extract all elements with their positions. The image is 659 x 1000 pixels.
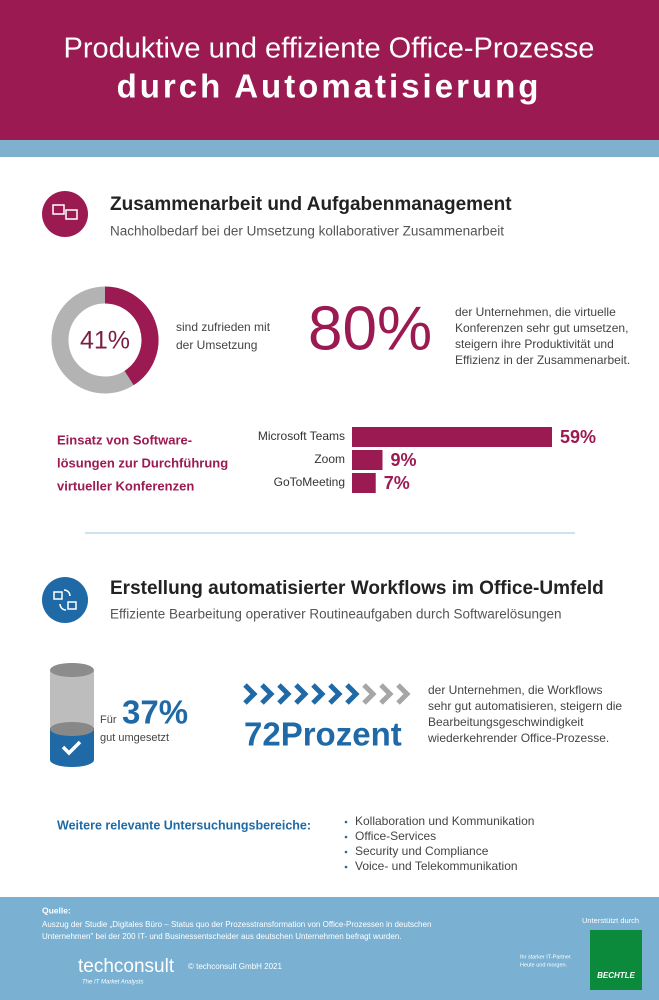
donut-label: 41% [80, 327, 130, 355]
further-item: Office-Services [355, 829, 436, 843]
chevron [328, 683, 343, 705]
source-line: Unternehmen" bei der 200 IT- und Busines… [42, 932, 402, 941]
check [61, 740, 82, 756]
logo: techconsult [78, 956, 175, 977]
bullet [344, 820, 348, 824]
bar [352, 450, 383, 470]
arrows [243, 683, 411, 705]
partner-logo [590, 930, 642, 990]
header-band [0, 0, 659, 140]
source-line: Auszug der Studie „Digitales Büro – Stat… [42, 920, 431, 929]
section-subtitle: Nachholbedarf bei der Umsetzung kollabor… [110, 224, 504, 239]
section1-icon [42, 191, 88, 237]
cylinder-level [50, 722, 94, 736]
chevron [260, 683, 275, 705]
bar-value: 9% [391, 450, 417, 470]
icon-shape [53, 589, 77, 611]
title-line2: durch Automatisierung [117, 68, 542, 105]
caption: Bearbeitungsgeschwindigkeit [428, 715, 584, 729]
title-line1: Produktive und effiziente Office-Prozess… [64, 33, 595, 65]
caption: Konferenzen sehr gut umsetzen, [455, 321, 628, 335]
donut-arc [104, 286, 159, 386]
chevron [345, 683, 360, 705]
caption-block: der Unternehmen, die virtuelle Konferenze… [455, 305, 630, 367]
bar-label: Microsoft Teams [258, 429, 345, 443]
further-list: Kollaboration und KommunikationOffice-Se… [344, 814, 534, 873]
further-item: Kollaboration und Kommunikation [355, 814, 534, 828]
bar-value: 59% [560, 427, 596, 447]
caption: sehr gut automatisieren, steigern die [428, 699, 622, 713]
partner-tagline: Ihr starker IT-Partner. [520, 954, 572, 960]
caption: sind zufrieden mit [176, 320, 271, 334]
chevron [396, 683, 411, 705]
caption: der Unternehmen, die virtuelle [455, 305, 616, 319]
section-title: Erstellung automatisierter Workflows im … [110, 578, 604, 599]
header-stripe [0, 140, 659, 157]
cylinder-bottom [50, 753, 94, 767]
section-title: Zusammenarbeit und Aufgabenmanagement [110, 194, 512, 215]
bar-label: Zoom [314, 452, 345, 466]
icon-shape [65, 209, 78, 220]
bar [352, 427, 552, 447]
caption: der Umsetzung [176, 338, 257, 352]
further-item: Security und Compliance [355, 844, 489, 858]
footer [0, 897, 659, 1000]
bullet [344, 865, 348, 869]
big-stat: 72Prozent [244, 716, 402, 753]
icon-shape [52, 204, 65, 215]
chevron [243, 683, 258, 705]
partner-name: BECHTLE [597, 971, 635, 980]
chevron [277, 683, 292, 705]
bars-title-line: virtueller Konferenzen [57, 478, 194, 493]
further-title: Weitere relevante Untersuchungsbereiche: [57, 818, 311, 832]
supported-by: Unterstützt durch [582, 916, 639, 925]
cyl-stat: 37% [122, 694, 188, 731]
bar-value: 7% [384, 473, 410, 493]
cylinder-body [50, 670, 94, 730]
copyright: © techconsult GmbH 2021 [188, 962, 282, 971]
caption: wiederkehrender Office-Prozesse. [427, 731, 609, 745]
bars-title-line: Einsatz von Software- [57, 432, 192, 447]
chevron [311, 683, 326, 705]
caption-block: der Unternehmen, die Workflows sehr gut a… [427, 683, 622, 745]
caption: Effizienz in der Zusammenarbeit. [455, 353, 630, 367]
chevron [294, 683, 309, 705]
bars-title: Einsatz von Software-lösungen zur Durchf… [57, 432, 228, 493]
further-item: Voice- und Telekommunikation [355, 859, 518, 873]
big-stat: 80% [308, 294, 432, 363]
chevron [379, 683, 394, 705]
section-subtitle: Effiziente Bearbeitung operativer Routin… [110, 607, 562, 622]
source-title: Quelle: [42, 905, 71, 915]
bullet [344, 835, 348, 839]
bar [352, 473, 376, 493]
chevron [362, 683, 377, 705]
logo-tagline: The IT Market Analysts [82, 980, 143, 986]
partner-tagline: Heute und morgen. [520, 962, 568, 968]
caption: steigern ihre Produktivität und [455, 337, 614, 351]
section2-icon [42, 577, 88, 623]
caption: der Unternehmen, die Workflows [428, 683, 603, 697]
cylinder-top [50, 663, 94, 677]
bars-title-line: lösungen zur Durchführung [57, 455, 228, 470]
cyl-prefix: Für [100, 714, 117, 726]
donut [51, 286, 159, 394]
bar-label: GoToMeeting [274, 475, 345, 489]
cyl-suffix: gut umgesetzt [100, 732, 169, 744]
bar-chart: Microsoft Teams 59% Zoom 9% GoToMeeting 7% [258, 427, 596, 493]
bullet [344, 850, 348, 854]
